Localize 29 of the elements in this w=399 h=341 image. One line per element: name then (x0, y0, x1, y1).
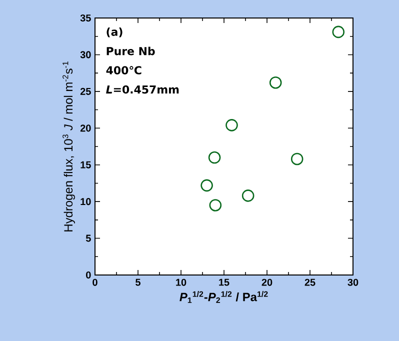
x-tick-label: 5 (136, 278, 140, 286)
annotation: L=0.457mm (106, 85, 179, 94)
annotation: 400℃ (106, 66, 142, 74)
y-tick-label: 20 (80, 124, 91, 132)
point (269, 76, 282, 89)
y-tick-label: 5 (86, 234, 91, 242)
point (332, 26, 345, 38)
text: P$_{1}$$^{1/2}$-P$_{2}$$^{1/2}$ / Pa$^{1/2}$ (180, 291, 268, 303)
point (290, 152, 304, 166)
y-tick-label: 0 (86, 271, 91, 279)
y-tick-label: 10 (80, 198, 91, 206)
y-axis-title: Hydrogen flux, 10$^{3}$ J / mol m$^{-2}$s$^{-1}$ (62, 62, 75, 232)
y-tick-label: 35 (80, 14, 91, 22)
point (200, 179, 213, 192)
point (226, 119, 238, 132)
x-tick-label: 30 (348, 278, 358, 286)
point (208, 151, 221, 164)
point (209, 199, 222, 212)
annotation: (a) (106, 28, 122, 38)
x-tick-label: 25 (304, 278, 316, 286)
point (242, 190, 254, 202)
y-tick-label: 30 (80, 51, 91, 58)
x-tick-label: 20 (262, 278, 272, 286)
x-tick-label: 15 (219, 278, 230, 286)
y-tick-label: 15 (80, 161, 91, 168)
annotation: Pure Nb (106, 46, 155, 56)
x-tick-label: 10 (176, 278, 186, 286)
y-tick-label: 25 (80, 88, 91, 95)
x-tick-label: 0 (92, 278, 98, 286)
